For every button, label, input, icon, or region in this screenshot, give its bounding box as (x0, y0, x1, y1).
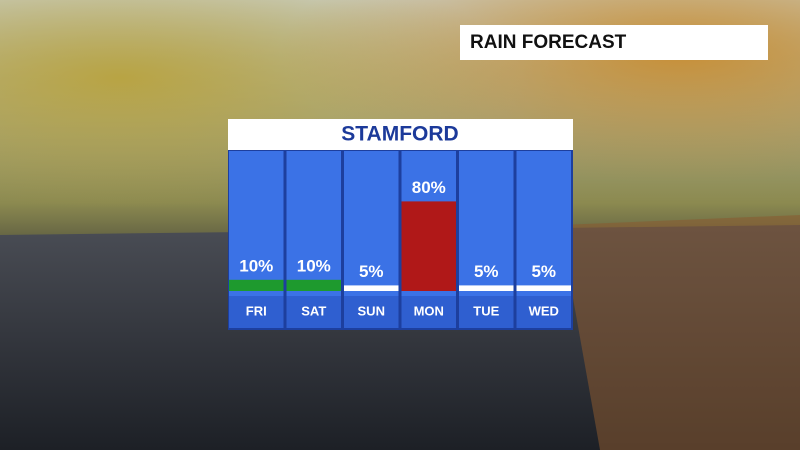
value-label: 5% (474, 262, 499, 281)
value-label: 5% (531, 262, 556, 281)
label-band (344, 296, 399, 328)
x-tick-label: WED (529, 303, 559, 318)
x-tick-label: SAT (301, 303, 326, 318)
x-tick-label: FRI (246, 303, 267, 318)
chart-title-box (228, 119, 573, 150)
bar (516, 285, 571, 291)
x-tick-label: MON (414, 303, 444, 318)
value-label: 10% (239, 256, 273, 275)
label-band (516, 296, 571, 328)
chart-panel (228, 150, 573, 330)
x-tick-label: TUE (473, 303, 499, 318)
value-label: 80% (412, 178, 446, 197)
value-label: 10% (297, 256, 331, 275)
chart-title: STAMFORD (341, 123, 458, 146)
bar (286, 279, 341, 291)
banner-text: RAIN FORECAST (470, 32, 627, 53)
bar (401, 201, 456, 291)
label-band (459, 296, 514, 328)
label-band (401, 296, 456, 328)
bar (459, 285, 514, 291)
x-tick-label: SUN (358, 303, 385, 318)
label-band (286, 296, 341, 328)
value-label: 5% (359, 262, 384, 281)
bar (344, 285, 399, 291)
banner-box (460, 25, 768, 60)
label-band (229, 296, 284, 328)
bar (229, 279, 284, 291)
leaf-litter (560, 215, 800, 450)
